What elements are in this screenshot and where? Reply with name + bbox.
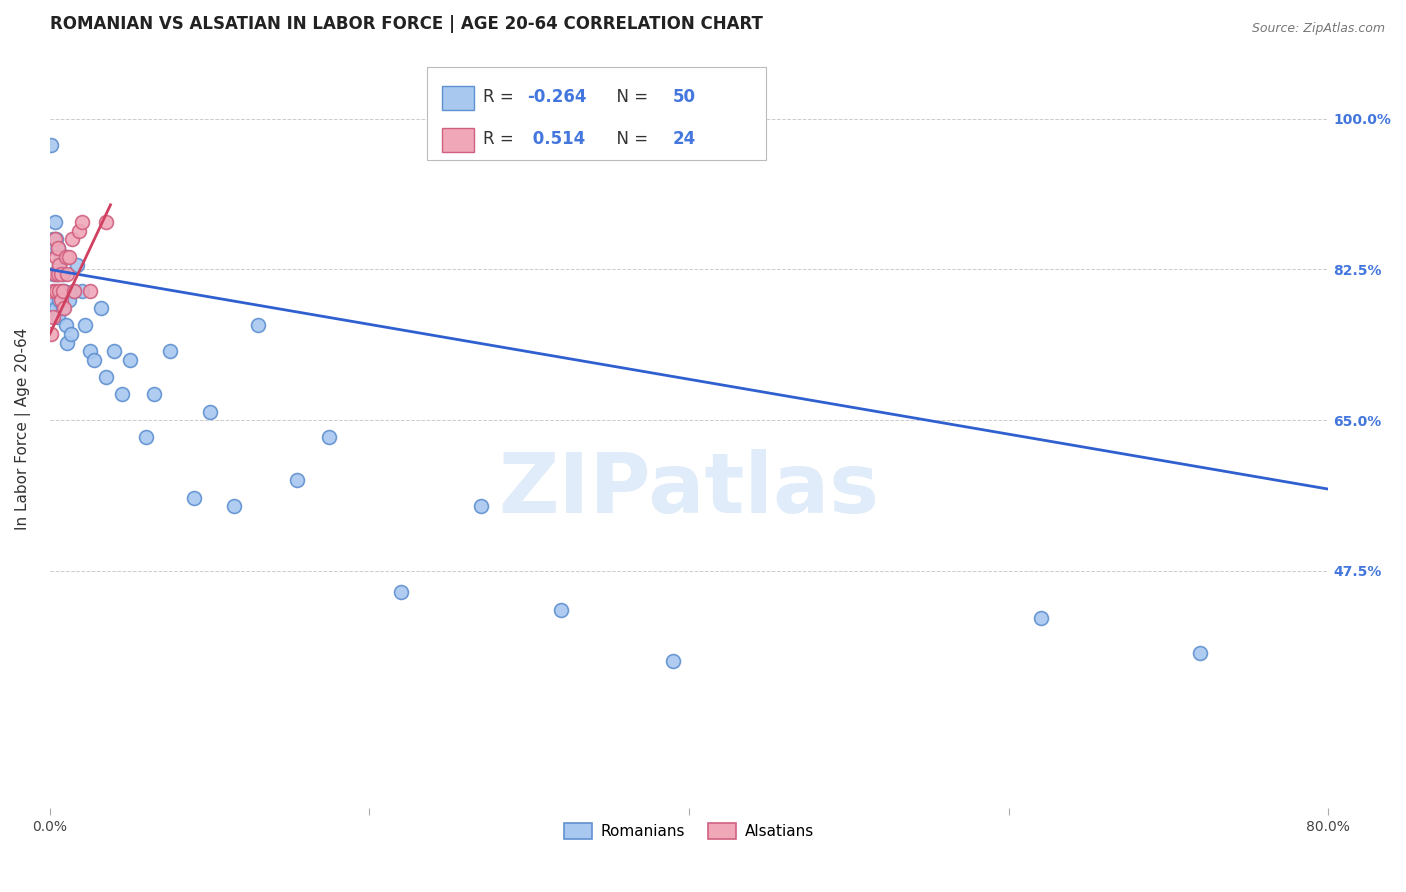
Point [42, 310, 65, 324]
Point [53, 284, 76, 298]
Text: N =: N = [606, 129, 654, 147]
Point [79, 344, 101, 359]
Point [198, 404, 221, 418]
Point [111, 387, 134, 401]
Point [44, 241, 66, 255]
Bar [443, 87, 474, 111]
Point [58, 250, 80, 264]
Point [159, 344, 181, 359]
Bar [427, 67, 766, 160]
Legend: Romanians, Alsatians: Romanians, Alsatians [558, 817, 820, 846]
Text: -0.264: -0.264 [527, 87, 586, 106]
Point [62, 284, 84, 298]
Text: 0.514: 0.514 [527, 129, 585, 147]
Point [470, 500, 492, 514]
Point [103, 344, 125, 359]
Point [46, 267, 69, 281]
Point [44, 267, 66, 281]
Point [70, 284, 93, 298]
Point [51, 267, 73, 281]
Point [183, 491, 205, 505]
Point [51, 301, 73, 316]
Point [56, 335, 79, 350]
Point [49, 284, 72, 298]
Point [49, 250, 72, 264]
Text: R =: R = [484, 87, 519, 106]
Point [42, 284, 65, 298]
Point [48, 284, 70, 298]
Point [1029, 611, 1052, 625]
Point [46, 241, 69, 255]
Point [94, 215, 117, 229]
Point [45, 284, 67, 298]
Text: R =: R = [484, 129, 519, 147]
Point [46, 267, 69, 281]
Point [246, 318, 269, 333]
Point [58, 293, 80, 307]
Point [59, 326, 82, 341]
Text: 24: 24 [672, 129, 696, 147]
Point [44, 232, 66, 246]
Point [46, 241, 69, 255]
Point [41, 137, 63, 152]
Point [45, 301, 67, 316]
Point [45, 267, 67, 281]
Point [66, 258, 89, 272]
Point [45, 232, 67, 246]
Point [55, 318, 77, 333]
Text: Source: ZipAtlas.com: Source: ZipAtlas.com [1251, 22, 1385, 36]
Point [62, 284, 84, 298]
Point [55, 250, 77, 264]
Point [44, 215, 66, 229]
Point [44, 293, 66, 307]
Point [90, 301, 112, 316]
Point [42, 267, 65, 281]
Point [70, 215, 93, 229]
Point [318, 430, 340, 444]
Point [83, 352, 105, 367]
Point [79, 284, 101, 298]
Point [41, 326, 63, 341]
Point [662, 654, 685, 668]
Point [60, 232, 83, 246]
Point [53, 301, 76, 316]
Point [135, 430, 157, 444]
Point [42, 232, 65, 246]
Point [51, 284, 73, 298]
Point [287, 474, 309, 488]
Point [49, 267, 72, 281]
Point [73, 318, 96, 333]
Bar [443, 128, 474, 153]
Point [118, 352, 141, 367]
Y-axis label: In Labor Force | Age 20-64: In Labor Force | Age 20-64 [15, 327, 31, 530]
Point [94, 370, 117, 384]
Point [45, 250, 67, 264]
Point [67, 224, 90, 238]
Text: ZIPatlas: ZIPatlas [499, 449, 880, 530]
Point [48, 258, 70, 272]
Point [49, 293, 72, 307]
Point [56, 267, 79, 281]
Point [46, 310, 69, 324]
Text: ROMANIAN VS ALSATIAN IN LABOR FORCE | AGE 20-64 CORRELATION CHART: ROMANIAN VS ALSATIAN IN LABOR FORCE | AG… [49, 15, 762, 33]
Point [48, 258, 70, 272]
Point [222, 500, 245, 514]
Text: 50: 50 [672, 87, 696, 106]
Point [1189, 646, 1212, 660]
Text: N =: N = [606, 87, 654, 106]
Point [550, 602, 572, 616]
Point [142, 387, 165, 401]
Point [48, 293, 70, 307]
Point [389, 585, 412, 599]
Point [55, 250, 77, 264]
